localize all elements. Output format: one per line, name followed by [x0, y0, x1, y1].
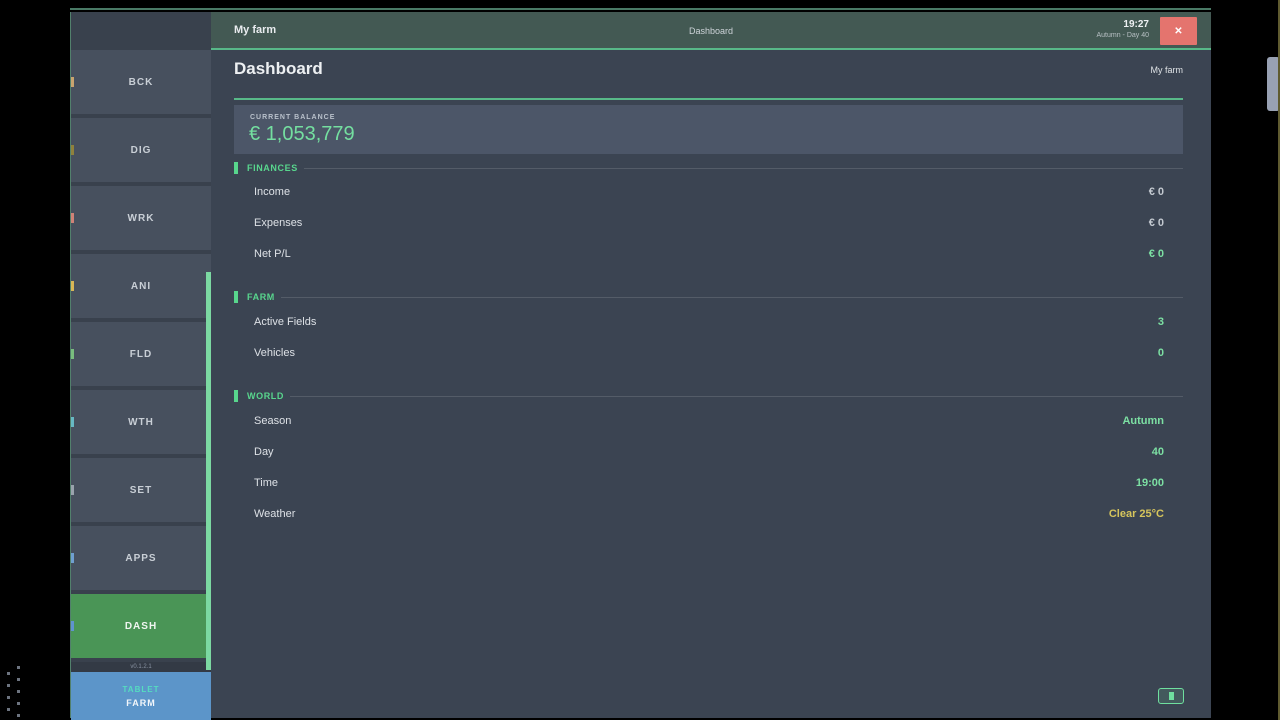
- sidebar-item-wth[interactable]: WTH: [71, 390, 211, 454]
- sidebar-item-dash[interactable]: DASH: [71, 594, 211, 658]
- apps-color-tick: [71, 553, 74, 563]
- dash-color-tick: [71, 621, 74, 631]
- time-label: 19:27: [1123, 19, 1149, 30]
- topbar-clock: 19:27 Autumn - Day 40: [1096, 19, 1149, 39]
- title-separator: [234, 98, 1183, 100]
- row-value-day: 40: [1151, 446, 1164, 458]
- section-world: WORLD Season Autumn Day 40 Time 19:00 We…: [234, 390, 1183, 540]
- sidebar-item-label: DIG: [130, 144, 152, 156]
- sidebar-scrollbar[interactable]: [206, 272, 211, 670]
- section-finances: FINANCES Income € 0 Expenses € 0 Net P/L…: [234, 162, 1183, 282]
- wrk-color-tick: [71, 213, 74, 223]
- row-label-vehicles: Vehicles: [254, 347, 295, 359]
- sidebar-footer: TABLET FARM: [71, 672, 211, 720]
- row-value-weather: Clear 25°C: [1108, 508, 1164, 520]
- top-bar: My farm Dashboard 19:27 Autumn - Day 40 …: [211, 12, 1211, 50]
- row-label-income: Income: [254, 186, 291, 198]
- row-label-time: Time: [254, 477, 279, 489]
- section-farm: FARM Active Fields 3 Vehicles 0: [234, 291, 1183, 381]
- row-value-season: Autumn: [1122, 415, 1164, 427]
- page-title: Dashboard: [234, 59, 323, 78]
- sidebar-spacer: [71, 12, 211, 50]
- row-label-season: Season: [254, 415, 292, 427]
- balance-value: € 1,053,779: [249, 123, 355, 145]
- section-divider: [290, 395, 1183, 397]
- row-value-income: € 0: [1148, 186, 1164, 198]
- section-header: WORLD: [234, 390, 1183, 402]
- balance-label: CURRENT BALANCE: [250, 114, 336, 121]
- wth-color-tick: [71, 417, 74, 427]
- section-accent-bar: [234, 291, 238, 303]
- debug-dots: [7, 666, 10, 669]
- set-color-tick: [71, 485, 74, 495]
- section-divider: [303, 167, 1183, 169]
- fld-color-tick: [71, 349, 74, 359]
- sidebar-item-wrk[interactable]: WRK: [71, 186, 211, 250]
- section-header: FARM: [234, 291, 1183, 303]
- section-title: FINANCES: [247, 163, 298, 173]
- sidebar-item-label: ANI: [130, 280, 152, 292]
- sidebar-item-ani[interactable]: ANI: [71, 254, 211, 318]
- version-label: v0.1.2.1: [71, 662, 211, 672]
- sidebar-item-fld[interactable]: FLD: [71, 322, 211, 386]
- sidebar-item-label: DASH: [124, 620, 158, 632]
- battery-charge-bar: [1168, 692, 1174, 700]
- sidebar-item-label: SET: [129, 484, 153, 496]
- sidebar-item-label: WRK: [127, 212, 155, 224]
- row-value-vehicles: 0: [1157, 347, 1164, 359]
- row-label-weather: Weather: [254, 508, 296, 520]
- screen-edge-line: [1278, 0, 1280, 720]
- row-label-active-fields: Active Fields: [254, 316, 317, 328]
- sidebar-item-set[interactable]: SET: [71, 458, 211, 522]
- date-label: Autumn - Day 40: [1096, 32, 1149, 39]
- row-label-day: Day: [254, 446, 274, 458]
- balance-card: CURRENT BALANCE € 1,053,779: [234, 105, 1183, 154]
- row-value-expenses: € 0: [1148, 217, 1164, 229]
- section-header: FINANCES: [234, 162, 1183, 174]
- right-edge-scrollbar-thumb[interactable]: [1267, 57, 1280, 111]
- app-name-label: TABLET: [122, 684, 160, 694]
- sidebar-item-apps[interactable]: APPS: [71, 526, 211, 590]
- sidebar-item-label: BCK: [128, 76, 154, 88]
- sidebar: BCK DIG WRK ANI FLD WTH SET APPS: [70, 12, 211, 720]
- ani-color-tick: [71, 281, 74, 291]
- sidebar-item-label: FLD: [129, 348, 153, 360]
- row-value-time: 19:00: [1135, 477, 1164, 489]
- close-icon: ✕: [1174, 25, 1183, 37]
- close-button[interactable]: ✕: [1160, 17, 1197, 45]
- dig-color-tick: [71, 145, 74, 155]
- sidebar-item-label: WTH: [128, 416, 154, 428]
- bck-color-tick: [71, 77, 74, 87]
- row-value-active-fields: 3: [1157, 316, 1164, 328]
- dashboard-panel: Dashboard My farm CURRENT BALANCE € 1,05…: [211, 50, 1211, 718]
- farm-name-label: FARM: [126, 697, 156, 708]
- page-farm-label: My farm: [1150, 65, 1184, 75]
- sidebar-item-label: APPS: [125, 552, 157, 564]
- sidebar-item-bck[interactable]: BCK: [71, 50, 211, 114]
- row-label-netpl: Net P/L: [254, 248, 291, 260]
- topbar-farm-name: My farm: [234, 24, 277, 36]
- section-title: FARM: [247, 292, 275, 302]
- row-value-netpl: € 0: [1148, 248, 1164, 260]
- topbar-page-title: Dashboard: [688, 26, 734, 36]
- section-accent-bar: [234, 390, 238, 402]
- section-accent-bar: [234, 162, 238, 174]
- section-title: WORLD: [247, 391, 284, 401]
- tablet-screen: BCK DIG WRK ANI FLD WTH SET APPS: [70, 8, 1211, 720]
- battery-icon: [1158, 688, 1184, 704]
- row-label-expenses: Expenses: [254, 217, 303, 229]
- sidebar-item-dig[interactable]: DIG: [71, 118, 211, 182]
- section-divider: [280, 296, 1183, 298]
